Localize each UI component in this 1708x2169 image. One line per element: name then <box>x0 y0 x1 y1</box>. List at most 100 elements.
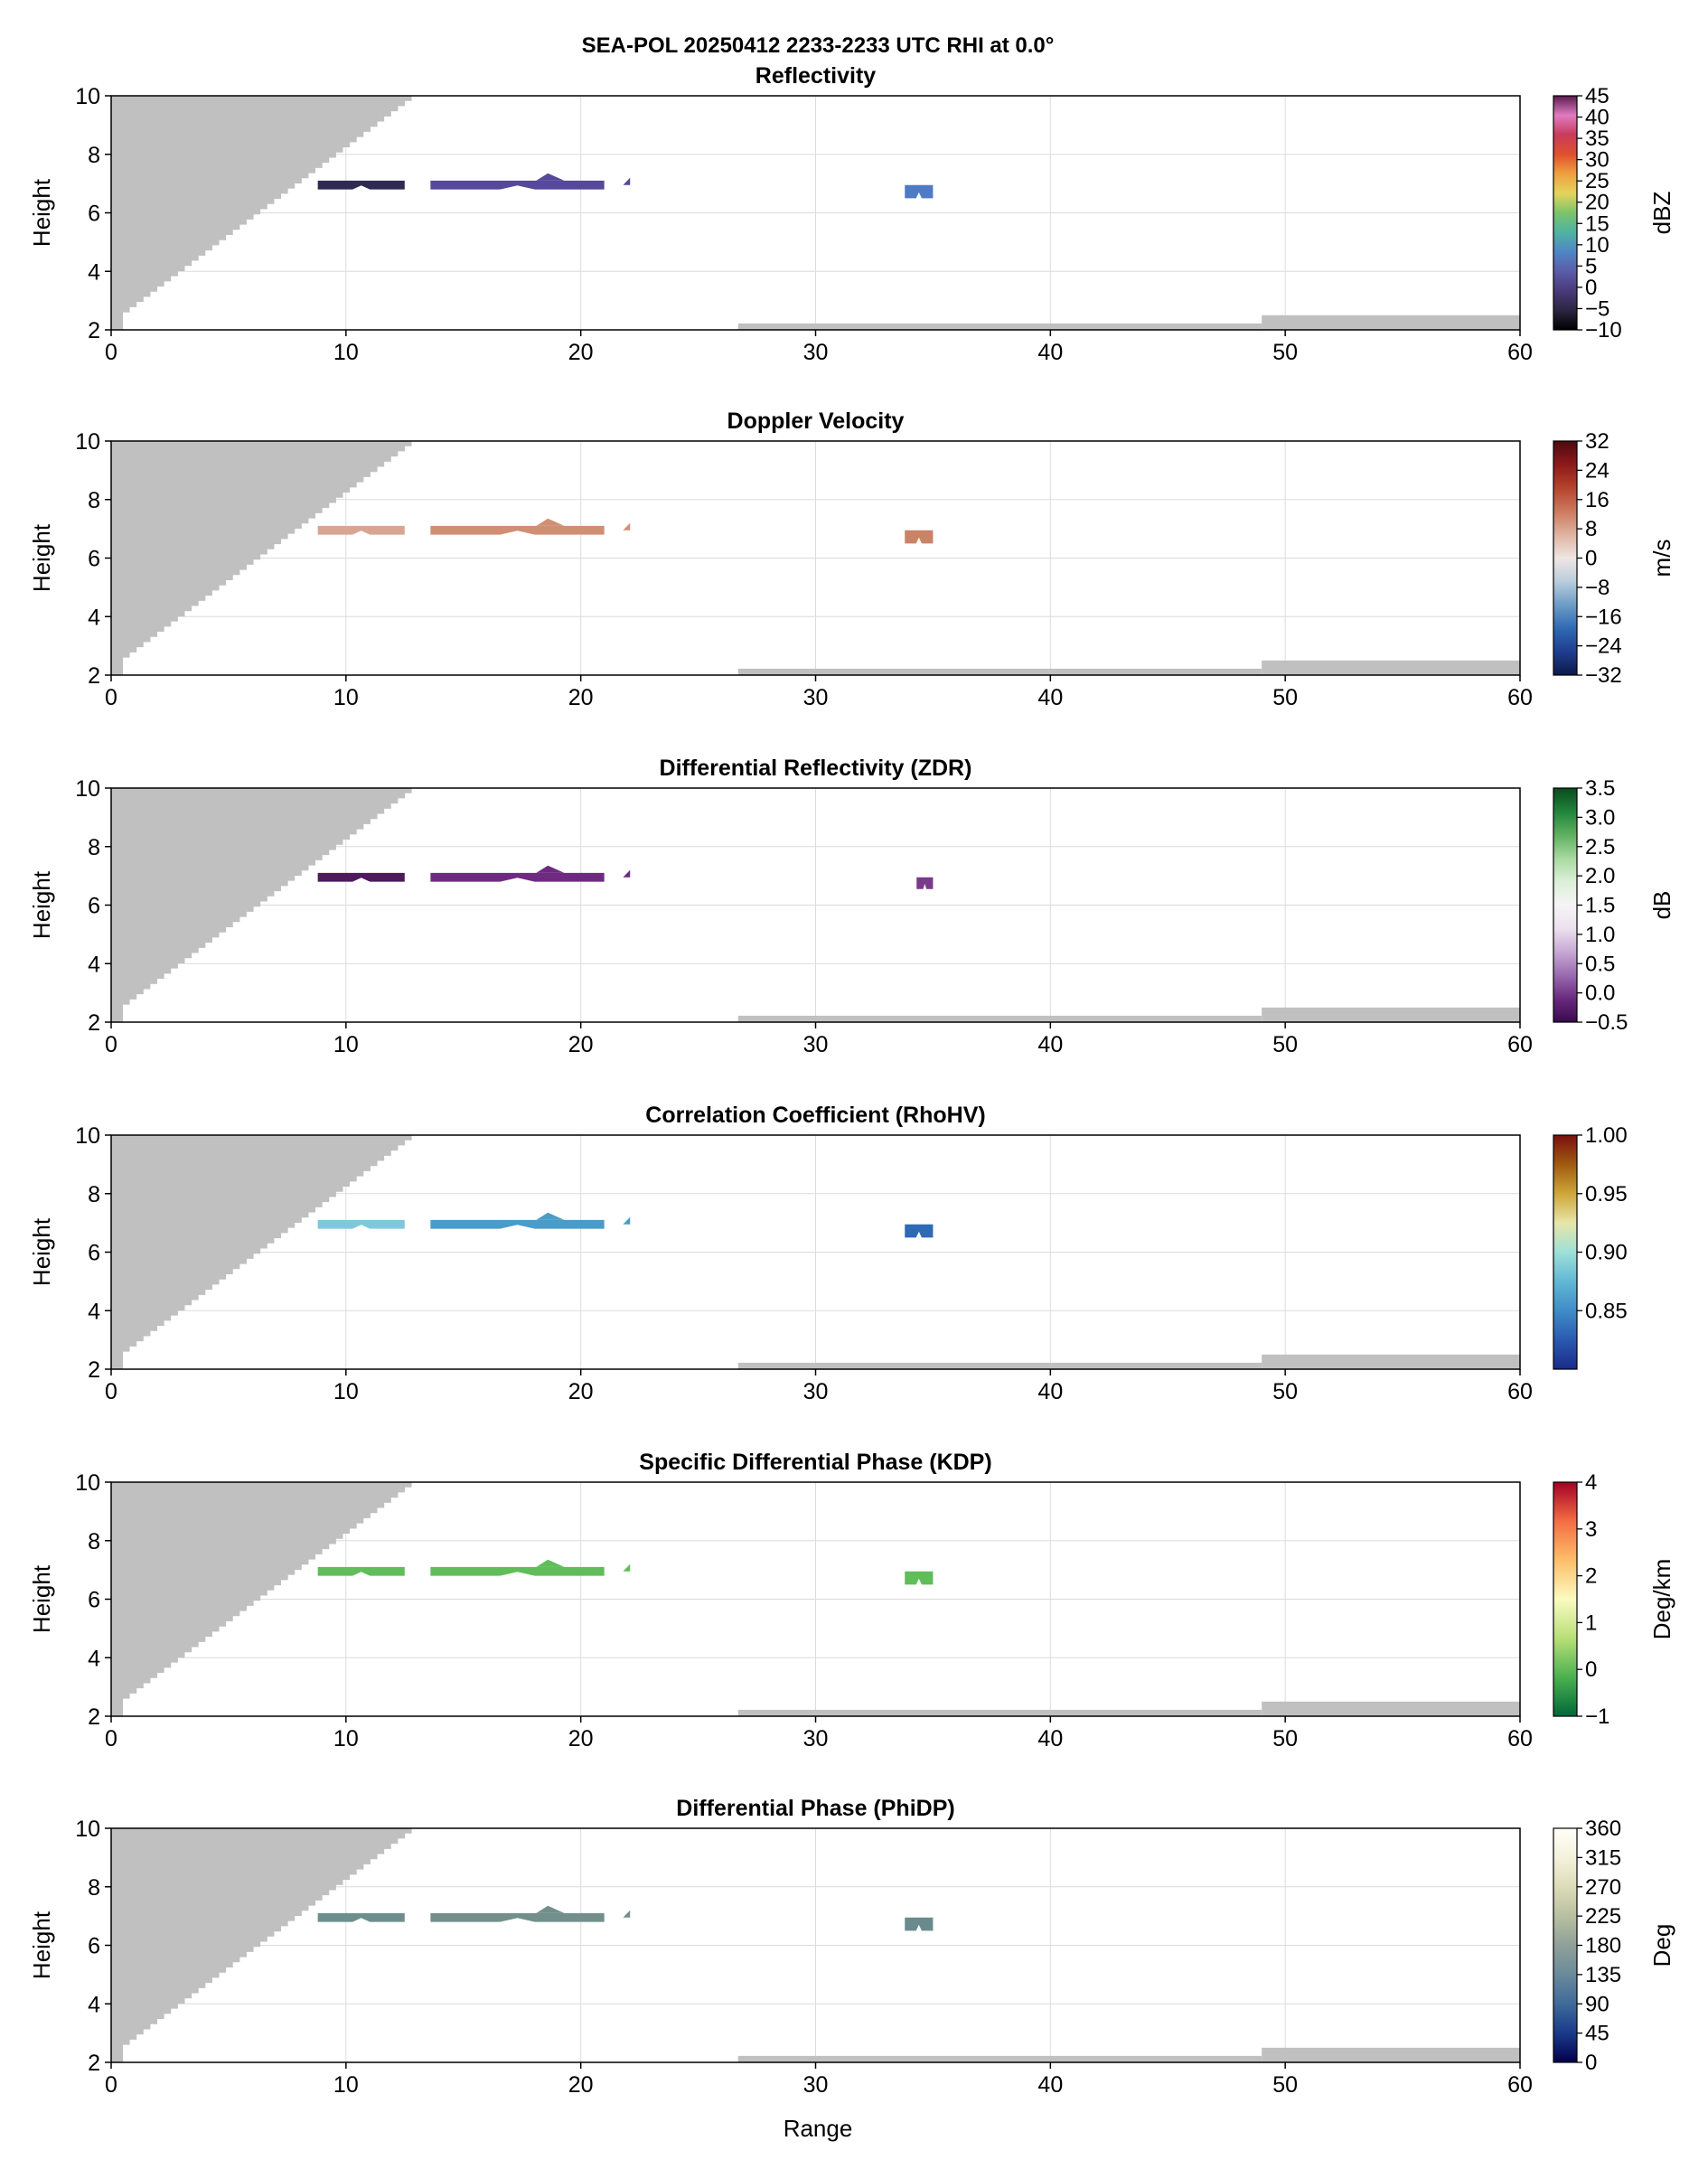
x-tick-label: 30 <box>803 685 829 710</box>
colorbar-tick-label: 25 <box>1585 169 1609 193</box>
colorbar-tick-label: 315 <box>1585 1845 1621 1870</box>
x-tick-label: 20 <box>568 1726 594 1751</box>
colorbar <box>1553 1481 1578 1717</box>
echo-region-3 <box>905 530 934 544</box>
colorbar-tick-label: 16 <box>1585 488 1609 512</box>
y-tick-label: 2 <box>88 663 100 689</box>
echo-bump <box>536 1559 565 1567</box>
y-axis-label: Height <box>28 523 55 592</box>
x-tick-label: 40 <box>1037 1032 1063 1057</box>
y-tick-label: 6 <box>88 202 100 227</box>
x-tick-label: 30 <box>803 1379 829 1404</box>
colorbar-tick-label: 5 <box>1585 254 1597 278</box>
x-tick-label: 40 <box>1037 340 1063 365</box>
ground-clutter-strip <box>1262 1354 1520 1369</box>
colorbar-label: Deg/km <box>1648 1559 1675 1640</box>
x-axis-label: Range <box>784 2115 853 2142</box>
colorbar-tick-label: 2.0 <box>1585 864 1615 888</box>
echo-region-3 <box>905 1917 934 1931</box>
panel-title: Doppler Velocity <box>727 408 905 434</box>
echo-region-1 <box>317 872 405 882</box>
colorbar-tick-label: 40 <box>1585 106 1609 130</box>
panel-title: Specific Differential Phase (KDP) <box>639 1450 991 1475</box>
colorbar-tick-label: −1 <box>1585 1704 1609 1729</box>
echo-speck <box>623 1563 631 1572</box>
y-tick-label: 6 <box>88 894 100 919</box>
ground-clutter-strip <box>737 2055 1262 2062</box>
y-tick-label: 6 <box>88 547 100 572</box>
echo-region-2 <box>430 1219 605 1229</box>
echo-region-2 <box>430 872 605 882</box>
panel-5: Specific Differential Phase (KDP)0 10 20 30… <box>28 1450 1675 1751</box>
y-tick-label: 8 <box>88 1182 100 1207</box>
beam-blockage-wedge <box>111 1828 412 2062</box>
ground-clutter-strip <box>1262 1701 1520 1716</box>
x-tick-label: 60 <box>1507 1379 1533 1404</box>
colorbar-tick-label: 0.90 <box>1585 1241 1628 1265</box>
colorbar-tick-label: 1.0 <box>1585 923 1615 947</box>
echo-speck <box>623 177 631 185</box>
x-tick-label: 20 <box>568 2072 594 2098</box>
y-tick-label: 10 <box>75 429 100 455</box>
y-tick-label: 4 <box>88 605 100 630</box>
colorbar-label: Deg <box>1648 1924 1675 1967</box>
y-tick-label: 6 <box>88 1934 100 1959</box>
x-tick-label: 50 <box>1272 2072 1298 2098</box>
colorbar-tick-label: 45 <box>1585 84 1609 108</box>
echo-region-2 <box>430 1912 605 1922</box>
ground-clutter-strip <box>1262 1007 1520 1022</box>
echo-bump <box>536 1905 565 1913</box>
y-tick-label: 8 <box>88 1875 100 1901</box>
x-tick-label: 60 <box>1507 1726 1533 1751</box>
colorbar-tick-label: 45 <box>1585 2022 1609 2046</box>
colorbar-tick-label: 2 <box>1585 1564 1597 1589</box>
x-tick-label: 30 <box>803 1032 829 1057</box>
echo-region-3 <box>905 1224 934 1238</box>
x-tick-label: 20 <box>568 1032 594 1057</box>
x-tick-label: 60 <box>1507 685 1533 710</box>
colorbar-tick-label: 180 <box>1585 1934 1621 1958</box>
y-tick-label: 4 <box>88 952 100 977</box>
colorbar-tick-label: 3.0 <box>1585 805 1615 830</box>
ground-clutter-strip <box>737 1709 1262 1716</box>
echo-region-1 <box>317 1912 405 1922</box>
panel-title: Differential Phase (PhiDP) <box>676 1796 954 1821</box>
panel-4: Correlation Coefficient (RhoHV)0 10 20 30 40… <box>28 1103 1628 1404</box>
x-tick-label: 0 <box>105 685 117 710</box>
x-tick-label: 20 <box>568 340 594 365</box>
colorbar-tick-label: 15 <box>1585 211 1609 236</box>
x-tick-label: 40 <box>1037 685 1063 710</box>
x-tick-label: 20 <box>568 685 594 710</box>
echo-speck <box>623 869 631 878</box>
colorbar-tick-label: 90 <box>1585 1992 1609 2016</box>
x-tick-label: 0 <box>105 1032 117 1057</box>
x-tick-label: 40 <box>1037 1379 1063 1404</box>
panel-title: Differential Reflectivity (ZDR) <box>660 756 972 781</box>
colorbar-tick-label: 1.5 <box>1585 894 1615 918</box>
beam-blockage-wedge <box>111 1135 412 1369</box>
x-tick-label: 20 <box>568 1379 594 1404</box>
y-tick-label: 8 <box>88 488 100 513</box>
echo-region-1 <box>317 1219 405 1229</box>
colorbar-tick-label: 30 <box>1585 148 1609 173</box>
y-tick-label: 8 <box>88 835 100 860</box>
colorbar-tick-label: 32 <box>1585 429 1609 454</box>
colorbar-tick-label: 24 <box>1585 458 1609 483</box>
colorbar-label: dBZ <box>1648 192 1675 235</box>
x-tick-label: 0 <box>105 1726 117 1751</box>
x-tick-label: 10 <box>333 340 359 365</box>
echo-region-3 <box>916 877 934 889</box>
colorbar-tick-label: 8 <box>1585 517 1597 541</box>
y-tick-label: 10 <box>75 1123 100 1149</box>
ground-clutter-strip <box>737 1015 1262 1022</box>
colorbar-tick-label: 270 <box>1585 1875 1621 1900</box>
x-tick-label: 10 <box>333 1379 359 1404</box>
beam-blockage-wedge <box>111 1482 412 1716</box>
x-tick-label: 50 <box>1272 340 1298 365</box>
y-tick-label: 2 <box>88 1704 100 1730</box>
y-tick-label: 10 <box>75 776 100 802</box>
colorbar-tick-label: 0.95 <box>1585 1182 1628 1207</box>
